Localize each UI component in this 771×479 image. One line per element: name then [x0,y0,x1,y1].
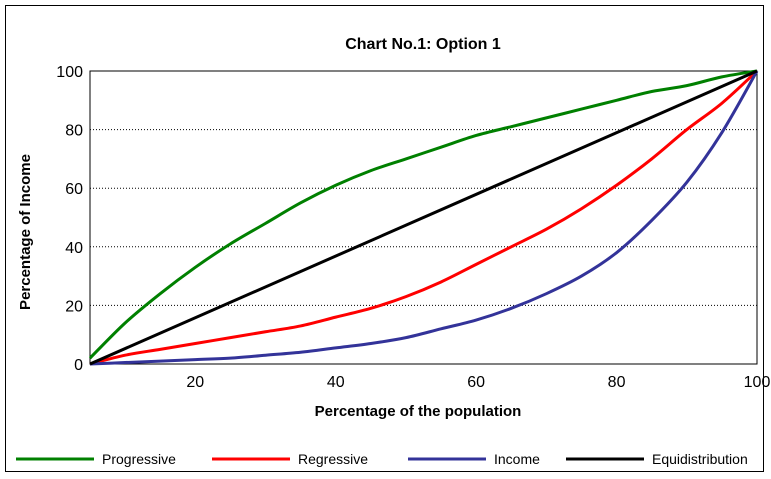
y-axis-ticks: 0 20 40 60 80 100 [56,64,83,374]
x-tick-label: 80 [608,374,626,391]
series-line-income [89,70,759,366]
x-tick-label: 60 [467,374,485,391]
chart-frame [5,5,764,472]
y-tick-label: 40 [65,240,83,257]
legend-label: Income [494,451,540,467]
y-tick-label: 100 [56,64,83,81]
grid [90,129,757,306]
y-tick-label: 60 [65,181,83,198]
x-tick-label: 40 [327,374,345,391]
legend-label: Regressive [298,451,368,467]
y-tick-label: 20 [65,298,83,315]
y-axis-label: Percentage of Income [17,154,34,310]
y-tick-label: 0 [74,357,83,374]
series-lines [88,69,759,366]
x-axis-label: Percentage of the population [315,403,522,420]
legend-label: Equidistribution [652,451,748,467]
x-tick-label: 100 [744,374,771,391]
series-line-regressive [89,69,759,366]
x-tick-label: 20 [186,374,204,391]
legend-label: Progressive [102,451,176,467]
y-tick-label: 80 [65,123,83,140]
series-line-equidistribution [89,69,758,366]
x-axis-ticks: 20 40 60 80 100 [186,374,770,391]
chart-title: Chart No.1: Option 1 [345,36,501,53]
plot-area [89,70,758,365]
legend: Progressive Regressive Income Equidistribut… [16,451,748,467]
series-line-progressive [88,69,758,360]
